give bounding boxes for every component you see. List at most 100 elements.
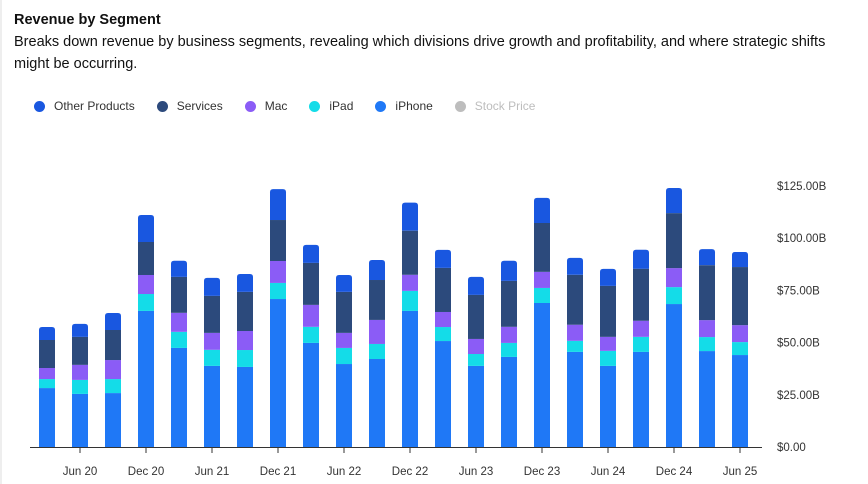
legend-label: Services — [176, 99, 223, 113]
bar-segment-ipad — [105, 379, 121, 394]
bar-segment-ipad — [600, 350, 616, 366]
chart-title: Revenue by Segment — [14, 12, 161, 28]
bar-segment-iphone — [105, 393, 121, 447]
bar-segment-ipad — [534, 287, 550, 303]
bar-segment-other-products — [600, 268, 616, 286]
bar-segment-mac — [105, 360, 121, 380]
bar-segment-other-products — [138, 215, 154, 242]
bar-segment-mac — [303, 304, 319, 327]
bar-segment-ipad — [72, 379, 88, 394]
bar-segment-ipad — [633, 336, 649, 352]
bar-segment-ipad — [468, 353, 484, 366]
bar-stack — [369, 259, 385, 447]
bar-segment-other-products — [633, 249, 649, 269]
bar-segment-other-products — [204, 277, 220, 296]
bar-segment-other-products — [303, 244, 319, 263]
bar-segment-iphone — [468, 365, 484, 447]
bar-segment-iphone — [138, 310, 154, 447]
bar-stack — [105, 313, 121, 447]
bar-segment-ipad — [138, 294, 154, 311]
bar-segment-ipad — [237, 350, 253, 367]
axes-group: Jun 20 Dec 20 Jun 21 Dec 21 Jun 22 Dec 22 Jun … — [30, 181, 827, 478]
bar-segment-services — [402, 230, 418, 275]
bar-segment-iphone — [501, 356, 517, 447]
bar-stack — [468, 276, 484, 447]
bar-segment-services — [732, 267, 748, 326]
legend-label: iPad — [329, 99, 354, 113]
legend-item-ipad[interactable]: iPad — [309, 97, 353, 115]
bar-segment-other-products — [105, 313, 121, 330]
bar-segment-iphone — [534, 302, 550, 447]
x-tick-label: Dec 22 — [392, 466, 428, 478]
bar-segment-ipad — [435, 327, 451, 342]
bar-stack — [501, 260, 517, 447]
legend-dot-icon — [375, 100, 387, 112]
bar-segment-other-products — [171, 260, 187, 277]
y-tick-label: $0.00 — [777, 442, 806, 454]
bar-stack — [138, 215, 154, 447]
bar-segment-ipad — [402, 290, 418, 311]
bar-stack — [534, 197, 550, 447]
bar-segment-iphone — [567, 351, 583, 447]
x-tick-label: Jun 24 — [591, 466, 626, 478]
bar-segment-iphone — [39, 388, 55, 447]
bar-segment-iphone — [237, 366, 253, 447]
bar-stack — [600, 268, 616, 447]
card-left-border — [0, 0, 2, 484]
bar-segment-mac — [699, 320, 715, 338]
bar-segment-iphone — [336, 364, 352, 447]
bar-segment-services — [303, 262, 319, 305]
bar-segment-iphone — [435, 341, 451, 447]
legend-dot-icon — [309, 100, 321, 112]
chart-subtitle: Breaks down revenue by business segments… — [14, 34, 826, 72]
bar-segment-mac — [336, 332, 352, 348]
bar-stack — [699, 249, 715, 447]
chart-header: Revenue by Segment Breaks down revenue b… — [14, 9, 860, 75]
y-tick-label: $100.00B — [777, 233, 827, 245]
bar-segment-iphone — [270, 299, 286, 447]
legend-item-services[interactable]: Services — [156, 97, 223, 115]
bar-segment-other-products — [39, 327, 55, 340]
bar-segment-mac — [534, 271, 550, 288]
bar-segment-other-products — [468, 276, 484, 295]
bar-segment-services — [138, 241, 154, 275]
legend-item-mac[interactable]: Mac — [244, 97, 288, 115]
bar-segment-mac — [39, 367, 55, 380]
bar-stack — [204, 277, 220, 447]
bar-segment-ipad — [171, 331, 187, 348]
y-tick-label: $25.00B — [777, 390, 820, 402]
bar-segment-mac — [435, 311, 451, 328]
bar-segment-ipad — [369, 343, 385, 360]
x-tick-label: Dec 24 — [656, 466, 693, 478]
bar-segment-ipad — [336, 347, 352, 365]
legend-item-iphone[interactable]: iPhone — [375, 97, 433, 115]
bar-stack — [435, 249, 451, 447]
bar-segment-ipad — [732, 342, 748, 356]
x-tick-label: Jun 23 — [459, 466, 494, 478]
bar-segment-services — [270, 220, 286, 261]
bar-segment-services — [237, 291, 253, 332]
bar-segment-iphone — [171, 347, 187, 447]
bar-segment-iphone — [633, 351, 649, 447]
bar-segment-mac — [171, 312, 187, 332]
bars-group — [39, 188, 748, 447]
legend-dot-icon — [454, 100, 466, 112]
bar-stack — [237, 273, 253, 447]
legend-item-other-products[interactable]: Other Products — [34, 97, 135, 115]
bar-stack — [633, 249, 649, 447]
bar-segment-ipad — [204, 349, 220, 366]
x-tick-label: Jun 22 — [327, 466, 362, 478]
legend-label: Mac — [264, 99, 288, 113]
bar-segment-ipad — [39, 379, 55, 389]
x-tick-label: Jun 20 — [63, 466, 98, 478]
x-tick-label: Jun 25 — [723, 466, 758, 478]
legend-label: Other Products — [54, 99, 135, 113]
legend-item-stock-price[interactable]: Stock Price — [454, 97, 535, 115]
x-tick-label: Dec 23 — [524, 466, 560, 478]
legend-dot-icon — [34, 100, 45, 112]
bar-segment-other-products — [699, 249, 715, 266]
bar-segment-ipad — [666, 287, 682, 305]
chart-legend: Other Products Services Mac iPad iPhone … — [34, 97, 557, 115]
bar-segment-other-products — [435, 249, 451, 268]
bar-segment-ipad — [501, 342, 517, 357]
